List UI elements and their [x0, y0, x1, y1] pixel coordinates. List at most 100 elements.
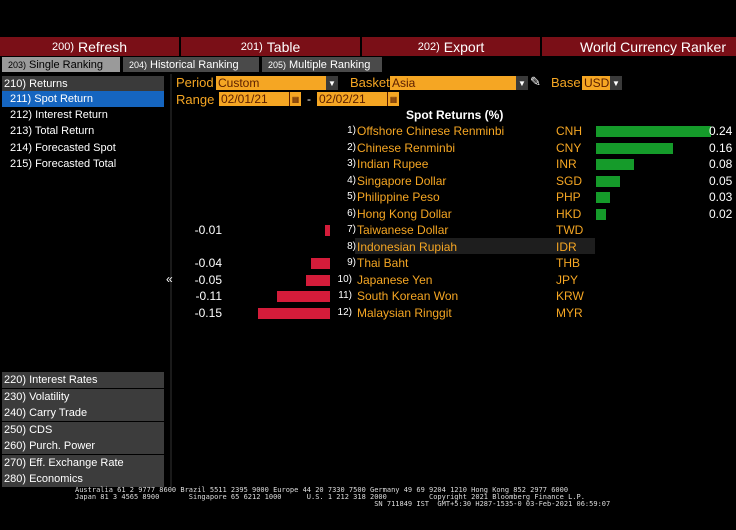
app-title: World Currency Ranker	[542, 37, 736, 56]
export-button[interactable]: 202) Export	[362, 37, 542, 56]
rank-number: 4)	[347, 174, 356, 186]
tab-label: Historical Ranking	[150, 58, 239, 71]
sidebar-item-returns[interactable]: 210) Returns	[2, 76, 164, 92]
collapse-sidebar-icon[interactable]: «	[166, 272, 173, 286]
basket-value: Asia	[390, 76, 516, 90]
bar-positive	[596, 159, 635, 170]
bar-negative	[258, 307, 330, 319]
calendar-icon[interactable]: ▦	[289, 92, 301, 106]
chevron-down-icon: ▼	[516, 76, 528, 90]
currency-name[interactable]: South Korean Won	[357, 289, 459, 303]
range-label: Range	[176, 92, 215, 107]
tab-num: 204)	[129, 59, 148, 70]
base-value: USD	[582, 76, 610, 90]
basket-select[interactable]: Asia ▼	[390, 76, 528, 90]
range-to-field[interactable]: 02/02/21 ▦	[317, 92, 399, 106]
refresh-num: 200)	[51, 40, 74, 53]
chevron-down-icon: ▼	[326, 76, 338, 90]
range-from-value: 02/01/21	[219, 92, 289, 106]
range-from-field[interactable]: 02/01/21 ▦	[219, 92, 301, 106]
footer-line-1: Australia 61 2 9777 8600 Brazil 5511 239…	[75, 486, 569, 494]
table-button[interactable]: 201) Table	[181, 37, 362, 56]
tab-historical-ranking[interactable]: 204) Historical Ranking	[123, 57, 259, 72]
sidebar-item-total-return[interactable]: 213) Total Return	[10, 125, 95, 137]
period-label: Period	[176, 75, 214, 90]
value-label: 0.24	[709, 124, 733, 138]
pencil-icon[interactable]: ✎	[530, 74, 541, 89]
bar-negative	[306, 274, 330, 286]
rank-number: 9)	[347, 257, 356, 268]
refresh-button[interactable]: 200) Refresh	[0, 37, 181, 56]
currency-code: MYR	[556, 305, 583, 320]
footer-line-2: Japan 81 3 4565 8900 Singapore 65 6212 1…	[75, 493, 585, 501]
tab-single-ranking[interactable]: 203) Single Ranking	[2, 57, 120, 72]
table-num: 201)	[240, 40, 263, 53]
currency-code: CNH	[556, 124, 582, 138]
currency-code: CNY	[556, 140, 582, 155]
footer: Australia 61 2 9777 8600 Brazil 5511 239…	[75, 487, 610, 508]
currency-name[interactable]: Hong Kong Dollar	[357, 206, 452, 221]
sidebar: 210) Returns 211) Spot Return 212) Inter…	[0, 74, 166, 487]
currency-code: PHP	[556, 190, 581, 204]
refresh-label: Refresh	[78, 38, 128, 55]
base-select[interactable]: USD ▼	[582, 76, 622, 90]
sidebar-item-eff-exchange-rate[interactable]: 270) Eff. Exchange Rate	[2, 455, 164, 471]
sidebar-divider[interactable]	[170, 74, 172, 487]
sidebar-item-purch-power[interactable]: 260) Purch. Power	[2, 438, 164, 454]
bar-positive	[596, 142, 673, 154]
currency-name[interactable]: Japanese Yen	[357, 272, 433, 287]
sidebar-item-spot-return[interactable]: 211) Spot Return	[2, 91, 164, 107]
base-label: Base	[551, 75, 581, 90]
currency-name[interactable]: Singapore Dollar	[357, 173, 447, 188]
sidebar-item-interest-return[interactable]: 212) Interest Return	[10, 109, 108, 121]
currency-name[interactable]: Offshore Chinese Renminbi	[357, 124, 505, 138]
export-label: Export	[443, 38, 485, 55]
currency-code: IDR	[556, 239, 577, 254]
table-label: Table	[266, 38, 301, 55]
rank-number: 8)	[347, 240, 356, 252]
currency-name[interactable]: Taiwanese Dollar	[357, 223, 449, 237]
sidebar-item-economics[interactable]: 280) Economics	[2, 471, 164, 487]
footer-line-3: SN 711849 IST GMT+5:30 H287-1535-0 03-Fe…	[75, 500, 611, 508]
value-label: -0.01	[194, 223, 222, 237]
sidebar-item-carry-trade[interactable]: 240) Carry Trade	[2, 405, 164, 421]
tab-num: 205)	[268, 59, 287, 70]
currency-name[interactable]: Chinese Renminbi	[357, 140, 456, 155]
value-label: 0.16	[709, 140, 733, 155]
rank-number: 2)	[347, 141, 356, 153]
currency-code: HKD	[556, 206, 582, 221]
currency-name[interactable]: Thai Baht	[357, 256, 409, 270]
rank-number: 11)	[338, 290, 352, 301]
currency-name[interactable]: Philippine Peso	[357, 190, 440, 204]
sidebar-item-forecasted-total[interactable]: 215) Forecasted Total	[10, 158, 117, 170]
currency-code: INR	[556, 157, 577, 171]
rank-number: 12)	[337, 306, 352, 318]
currency-name[interactable]: Indian Rupee	[357, 157, 429, 171]
bar-positive	[596, 175, 620, 187]
bar-negative	[325, 225, 330, 236]
calendar-icon[interactable]: ▦	[387, 92, 399, 106]
sidebar-item-interest-rates[interactable]: 220) Interest Rates	[2, 372, 164, 388]
value-label: -0.11	[195, 289, 222, 303]
value-label: -0.05	[194, 272, 222, 287]
tab-label: Multiple Ranking	[289, 58, 371, 71]
currency-name[interactable]: Indonesian Rupiah	[357, 239, 458, 254]
tab-multiple-ranking[interactable]: 205) Multiple Ranking	[262, 57, 382, 72]
value-label: 0.05	[709, 173, 733, 188]
selected-row-highlight	[355, 238, 595, 254]
range-to-value: 02/02/21	[317, 92, 387, 106]
chevron-down-icon: ▼	[610, 76, 622, 90]
value-label: -0.15	[194, 305, 222, 320]
sidebar-item-forecasted-spot[interactable]: 214) Forecasted Spot	[10, 142, 116, 154]
rank-number: 6)	[347, 207, 356, 219]
currency-name[interactable]: Malaysian Ringgit	[357, 305, 452, 320]
currency-code: TWD	[556, 223, 584, 237]
toolbar: 200) Refresh 201) Table 202) Export Worl…	[0, 37, 736, 56]
basket-label: Basket	[350, 75, 390, 90]
period-select[interactable]: Custom ▼	[216, 76, 338, 90]
tab-row: 203) Single Ranking 204) Historical Rank…	[0, 57, 736, 72]
sidebar-item-volatility[interactable]: 230) Volatility	[2, 389, 164, 405]
tab-label: Single Ranking	[29, 58, 104, 71]
bar-positive	[596, 126, 711, 137]
sidebar-item-cds[interactable]: 250) CDS	[2, 422, 164, 438]
